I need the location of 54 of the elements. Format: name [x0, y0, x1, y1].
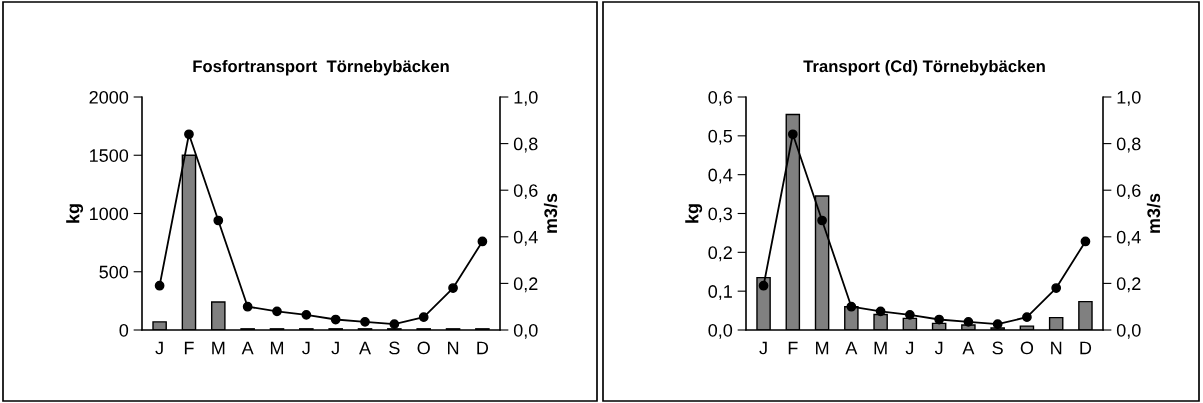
- x-tick-label: M: [816, 341, 829, 355]
- x-tick-label: M: [874, 341, 887, 355]
- y2-tick-label: 0,4: [1116, 230, 1141, 246]
- x-tick-label: S: [389, 341, 400, 355]
- x-tick-label: A: [962, 341, 975, 355]
- x-tick-label: D: [477, 341, 489, 355]
- y2-axis-title: m3/s: [543, 193, 558, 233]
- y2-tick-label: 0,6: [513, 184, 538, 200]
- y2-tick-label: 0,0: [513, 323, 538, 339]
- y-tick-label: 2000: [89, 90, 129, 104]
- y-tick-label: 1500: [90, 149, 129, 162]
- x-tick-label: J: [934, 341, 943, 355]
- y2-tick-label: 0,4: [513, 230, 538, 246]
- y-tick-label: 0,5: [708, 129, 733, 145]
- y2-tick-label: 0,8: [513, 137, 538, 153]
- y-tick-label: 0,2: [708, 246, 732, 262]
- y2-tick-label: 1,0: [1117, 90, 1141, 106]
- x-tick-label: F: [788, 341, 798, 355]
- x-tick-label: S: [992, 341, 1003, 355]
- y2-tick-label: 0,8: [1116, 137, 1141, 153]
- x-tick-label: M: [212, 341, 225, 355]
- y2-axis-title: m3/s: [1146, 193, 1161, 233]
- x-tick-label: A: [845, 341, 858, 355]
- x-tick-label: J: [905, 341, 914, 355]
- x-tick-label: O: [1020, 341, 1034, 355]
- y2-tick-label: 1,0: [514, 90, 538, 106]
- x-tick-label: M: [270, 341, 284, 355]
- y-tick-label: 0: [119, 323, 129, 337]
- x-tick-label: A: [241, 341, 254, 355]
- x-tick-label: A: [359, 341, 371, 355]
- chart-title: Fosfortransport Törnebybäcken: [193, 59, 449, 76]
- x-tick-label: J: [759, 341, 767, 355]
- y2-tick-label: 0,2: [1116, 277, 1141, 293]
- x-tick-label: J: [302, 341, 310, 355]
- y2-tick-label: 0,0: [1116, 323, 1141, 339]
- y-tick-label: 1000: [90, 207, 129, 221]
- x-tick-label: J: [155, 341, 163, 355]
- y-tick-label: 0,6: [708, 90, 733, 106]
- x-tick-label: N: [1051, 341, 1062, 355]
- y-axis-title: kg: [66, 204, 84, 223]
- y-tick-label: 0,0: [708, 323, 733, 339]
- y2-tick-label: 0,2: [513, 277, 538, 293]
- x-tick-label: J: [331, 341, 339, 355]
- y-axis-title: kg: [685, 204, 703, 223]
- x-tick-label: O: [417, 341, 430, 355]
- y-tick-label: 0,3: [708, 207, 733, 223]
- x-tick-label: F: [184, 341, 194, 355]
- x-tick-label: N: [448, 341, 459, 355]
- y2-tick-label: 0,6: [1116, 184, 1141, 200]
- chart-title: Transport (Cd) Törnebybäcken: [803, 59, 1045, 76]
- x-tick-label: D: [1080, 341, 1092, 355]
- y-tick-label: 0,1: [708, 285, 732, 301]
- y-tick-label: 0,4: [708, 168, 733, 184]
- y-tick-label: 500: [99, 265, 129, 279]
